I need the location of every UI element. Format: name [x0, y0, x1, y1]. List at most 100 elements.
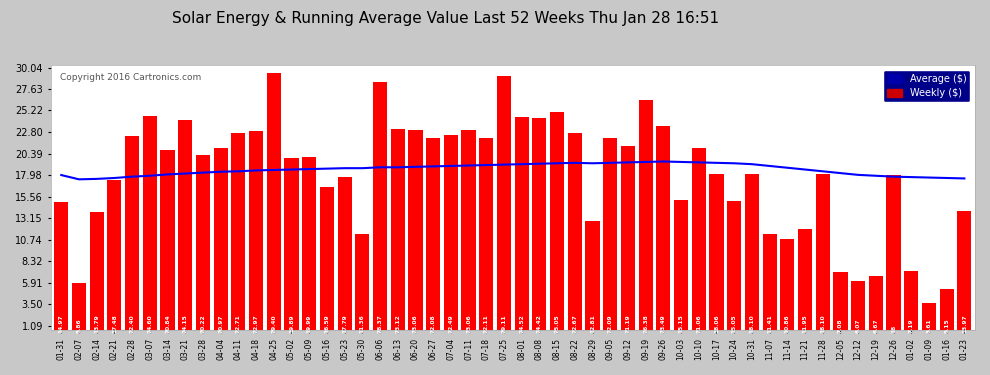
Text: 7.19: 7.19 — [909, 318, 914, 333]
Text: 16.59: 16.59 — [325, 314, 330, 333]
Text: 23.06: 23.06 — [466, 314, 471, 333]
Text: 22.71: 22.71 — [236, 314, 241, 333]
Bar — [692, 148, 706, 335]
Bar — [603, 138, 618, 335]
Text: 3.61: 3.61 — [927, 318, 932, 333]
Bar — [674, 200, 688, 335]
Text: 28.37: 28.37 — [377, 314, 382, 333]
Bar — [922, 303, 936, 335]
Text: 5.15: 5.15 — [944, 318, 949, 333]
Text: 10.86: 10.86 — [785, 314, 790, 333]
Bar — [107, 180, 122, 335]
Text: 21.06: 21.06 — [696, 314, 701, 333]
Text: 18.10: 18.10 — [749, 314, 754, 333]
Bar — [851, 281, 865, 335]
Bar — [232, 133, 246, 335]
Text: 11.95: 11.95 — [803, 314, 808, 333]
Text: 24.60: 24.60 — [148, 314, 152, 333]
Text: 21.19: 21.19 — [626, 314, 631, 333]
Text: 22.40: 22.40 — [130, 314, 135, 333]
Bar — [957, 211, 971, 335]
Text: 23.12: 23.12 — [395, 314, 400, 333]
Text: 25.05: 25.05 — [554, 314, 559, 333]
Bar — [621, 146, 635, 335]
Text: 18.06: 18.06 — [714, 314, 719, 333]
Bar — [373, 82, 387, 335]
Bar — [762, 234, 777, 335]
Text: 26.38: 26.38 — [644, 314, 648, 333]
Bar — [178, 120, 192, 335]
Bar — [408, 130, 423, 335]
Text: 13.97: 13.97 — [962, 314, 967, 333]
Bar — [320, 188, 334, 335]
Bar — [656, 126, 670, 335]
Text: 18.10: 18.10 — [820, 314, 826, 333]
Text: Solar Energy & Running Average Value Last 52 Weeks Thu Jan 28 16:51: Solar Energy & Running Average Value Las… — [172, 11, 719, 26]
Bar — [72, 283, 86, 335]
Text: 20.84: 20.84 — [165, 314, 170, 333]
Text: 5.86: 5.86 — [76, 318, 81, 333]
Text: 29.40: 29.40 — [271, 314, 276, 333]
Text: 29.11: 29.11 — [502, 314, 507, 333]
Bar — [550, 112, 564, 335]
Text: 23.06: 23.06 — [413, 314, 418, 333]
Legend: Average ($), Weekly ($): Average ($), Weekly ($) — [883, 70, 970, 102]
Bar — [727, 201, 742, 335]
Bar — [904, 271, 919, 335]
Text: 6.07: 6.07 — [855, 318, 860, 333]
Bar — [90, 212, 104, 335]
Text: 20.22: 20.22 — [200, 314, 206, 333]
Bar — [567, 133, 582, 335]
Bar — [355, 234, 369, 335]
Text: 17.48: 17.48 — [112, 314, 117, 333]
Text: 18: 18 — [891, 324, 896, 333]
Text: 11.41: 11.41 — [767, 314, 772, 333]
Bar — [639, 100, 652, 335]
Text: 22.08: 22.08 — [431, 314, 436, 333]
Text: 19.99: 19.99 — [307, 314, 312, 333]
Text: 15.15: 15.15 — [678, 314, 683, 333]
Text: 22.11: 22.11 — [484, 314, 489, 333]
Bar — [54, 202, 68, 335]
Bar — [479, 138, 493, 335]
Bar — [834, 272, 847, 335]
Text: 14.97: 14.97 — [58, 314, 63, 333]
Bar — [710, 174, 724, 335]
Bar — [886, 175, 901, 335]
Text: 22.49: 22.49 — [448, 314, 453, 333]
Text: 13.79: 13.79 — [94, 314, 99, 333]
Bar — [515, 117, 529, 335]
Text: 22.97: 22.97 — [253, 314, 258, 333]
Bar — [780, 238, 794, 335]
Bar — [284, 158, 299, 335]
Text: 11.36: 11.36 — [359, 314, 364, 333]
Text: 23.49: 23.49 — [661, 314, 666, 333]
Bar — [497, 76, 511, 335]
Bar — [816, 174, 830, 335]
Bar — [798, 229, 812, 335]
Text: 20.97: 20.97 — [218, 314, 223, 333]
Text: 24.15: 24.15 — [183, 314, 188, 333]
Bar — [160, 150, 174, 335]
Bar — [940, 290, 953, 335]
Bar — [585, 221, 600, 335]
Text: Copyright 2016 Cartronics.com: Copyright 2016 Cartronics.com — [59, 73, 201, 82]
Text: 17.79: 17.79 — [343, 314, 347, 333]
Text: 22.09: 22.09 — [608, 314, 613, 333]
Text: 24.42: 24.42 — [537, 314, 542, 333]
Bar — [391, 129, 405, 335]
Bar — [444, 135, 458, 335]
Bar — [248, 130, 263, 335]
Bar — [426, 138, 441, 335]
Text: 12.81: 12.81 — [590, 314, 595, 333]
Text: 19.89: 19.89 — [289, 314, 294, 333]
Bar — [196, 155, 210, 335]
Text: 22.67: 22.67 — [572, 314, 577, 333]
Bar — [461, 130, 475, 335]
Text: 15.05: 15.05 — [732, 314, 737, 333]
Bar — [214, 148, 228, 335]
Bar — [266, 73, 281, 335]
Bar — [302, 157, 316, 335]
Text: 24.52: 24.52 — [519, 314, 524, 333]
Bar — [744, 174, 759, 335]
